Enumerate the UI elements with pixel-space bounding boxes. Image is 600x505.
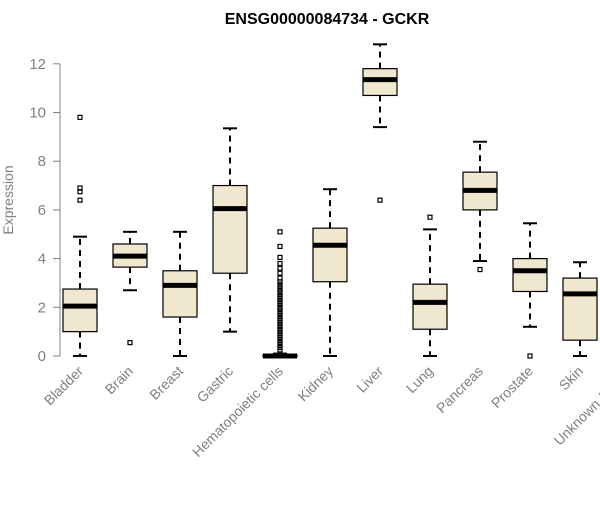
outlier-point bbox=[277, 270, 283, 276]
box-gastric bbox=[212, 127, 248, 333]
x-tick-label: Gastric bbox=[193, 363, 236, 406]
box-bladder bbox=[62, 114, 98, 357]
y-tick-label: 0 bbox=[38, 348, 46, 365]
y-axis-label: Expression bbox=[0, 165, 16, 234]
x-tick-label: Kidney bbox=[295, 363, 337, 405]
x-tick-label: Breast bbox=[146, 363, 186, 403]
box-lung bbox=[412, 214, 448, 357]
x-tick-label: Pancreas bbox=[433, 363, 486, 416]
outlier-point bbox=[277, 265, 283, 271]
box-iqr bbox=[312, 227, 348, 283]
y-tick-label: 4 bbox=[38, 251, 46, 268]
outlier-point bbox=[277, 229, 283, 235]
box-iqr bbox=[62, 288, 98, 333]
outlier-point bbox=[527, 353, 533, 359]
box-skin bbox=[562, 261, 598, 357]
x-tick-label: Prostate bbox=[488, 363, 536, 411]
outlier-point bbox=[277, 275, 283, 281]
x-tick-label: Liver bbox=[353, 363, 386, 396]
x-tick-label: Brain bbox=[102, 363, 136, 397]
outlier-point bbox=[77, 185, 83, 191]
plot-area bbox=[62, 43, 598, 359]
x-tick-label: Hematopoietic cells bbox=[189, 363, 286, 460]
box-breast bbox=[162, 230, 198, 357]
y-tick-label: 10 bbox=[29, 105, 46, 122]
y-tick-label: 6 bbox=[38, 202, 46, 219]
x-tick-label: Bladder bbox=[41, 363, 87, 409]
outlier-point bbox=[277, 243, 283, 250]
chart-title: ENSG00000084734 - GCKR bbox=[225, 11, 430, 28]
box-liver bbox=[362, 43, 398, 203]
outlier-point bbox=[77, 114, 83, 120]
outlier-point bbox=[277, 260, 283, 267]
outlier-point bbox=[427, 214, 433, 220]
outlier-point bbox=[277, 254, 283, 260]
box-prostate bbox=[512, 222, 548, 359]
y-tick-label: 2 bbox=[38, 299, 46, 316]
box-kidney bbox=[312, 188, 348, 357]
box-hematopoietic-cells bbox=[262, 229, 298, 359]
x-tick-label: Lung bbox=[403, 363, 436, 396]
box-iqr bbox=[212, 184, 248, 274]
x-tick-label: Skin bbox=[556, 363, 587, 394]
outlier-point bbox=[477, 266, 483, 273]
box-brain bbox=[112, 230, 148, 346]
y-tick-label: 12 bbox=[29, 56, 46, 73]
box-pancreas bbox=[462, 140, 498, 273]
box-iqr bbox=[562, 277, 598, 341]
y-axis: 0 2 4 6 8 10 12 bbox=[29, 56, 61, 365]
box-iqr bbox=[412, 283, 448, 330]
box-iqr bbox=[162, 270, 198, 318]
outlier-point bbox=[127, 340, 133, 346]
y-tick-label: 8 bbox=[38, 153, 46, 170]
outlier-point bbox=[77, 197, 83, 203]
outlier-point bbox=[377, 197, 383, 203]
box-iqr bbox=[512, 258, 548, 293]
